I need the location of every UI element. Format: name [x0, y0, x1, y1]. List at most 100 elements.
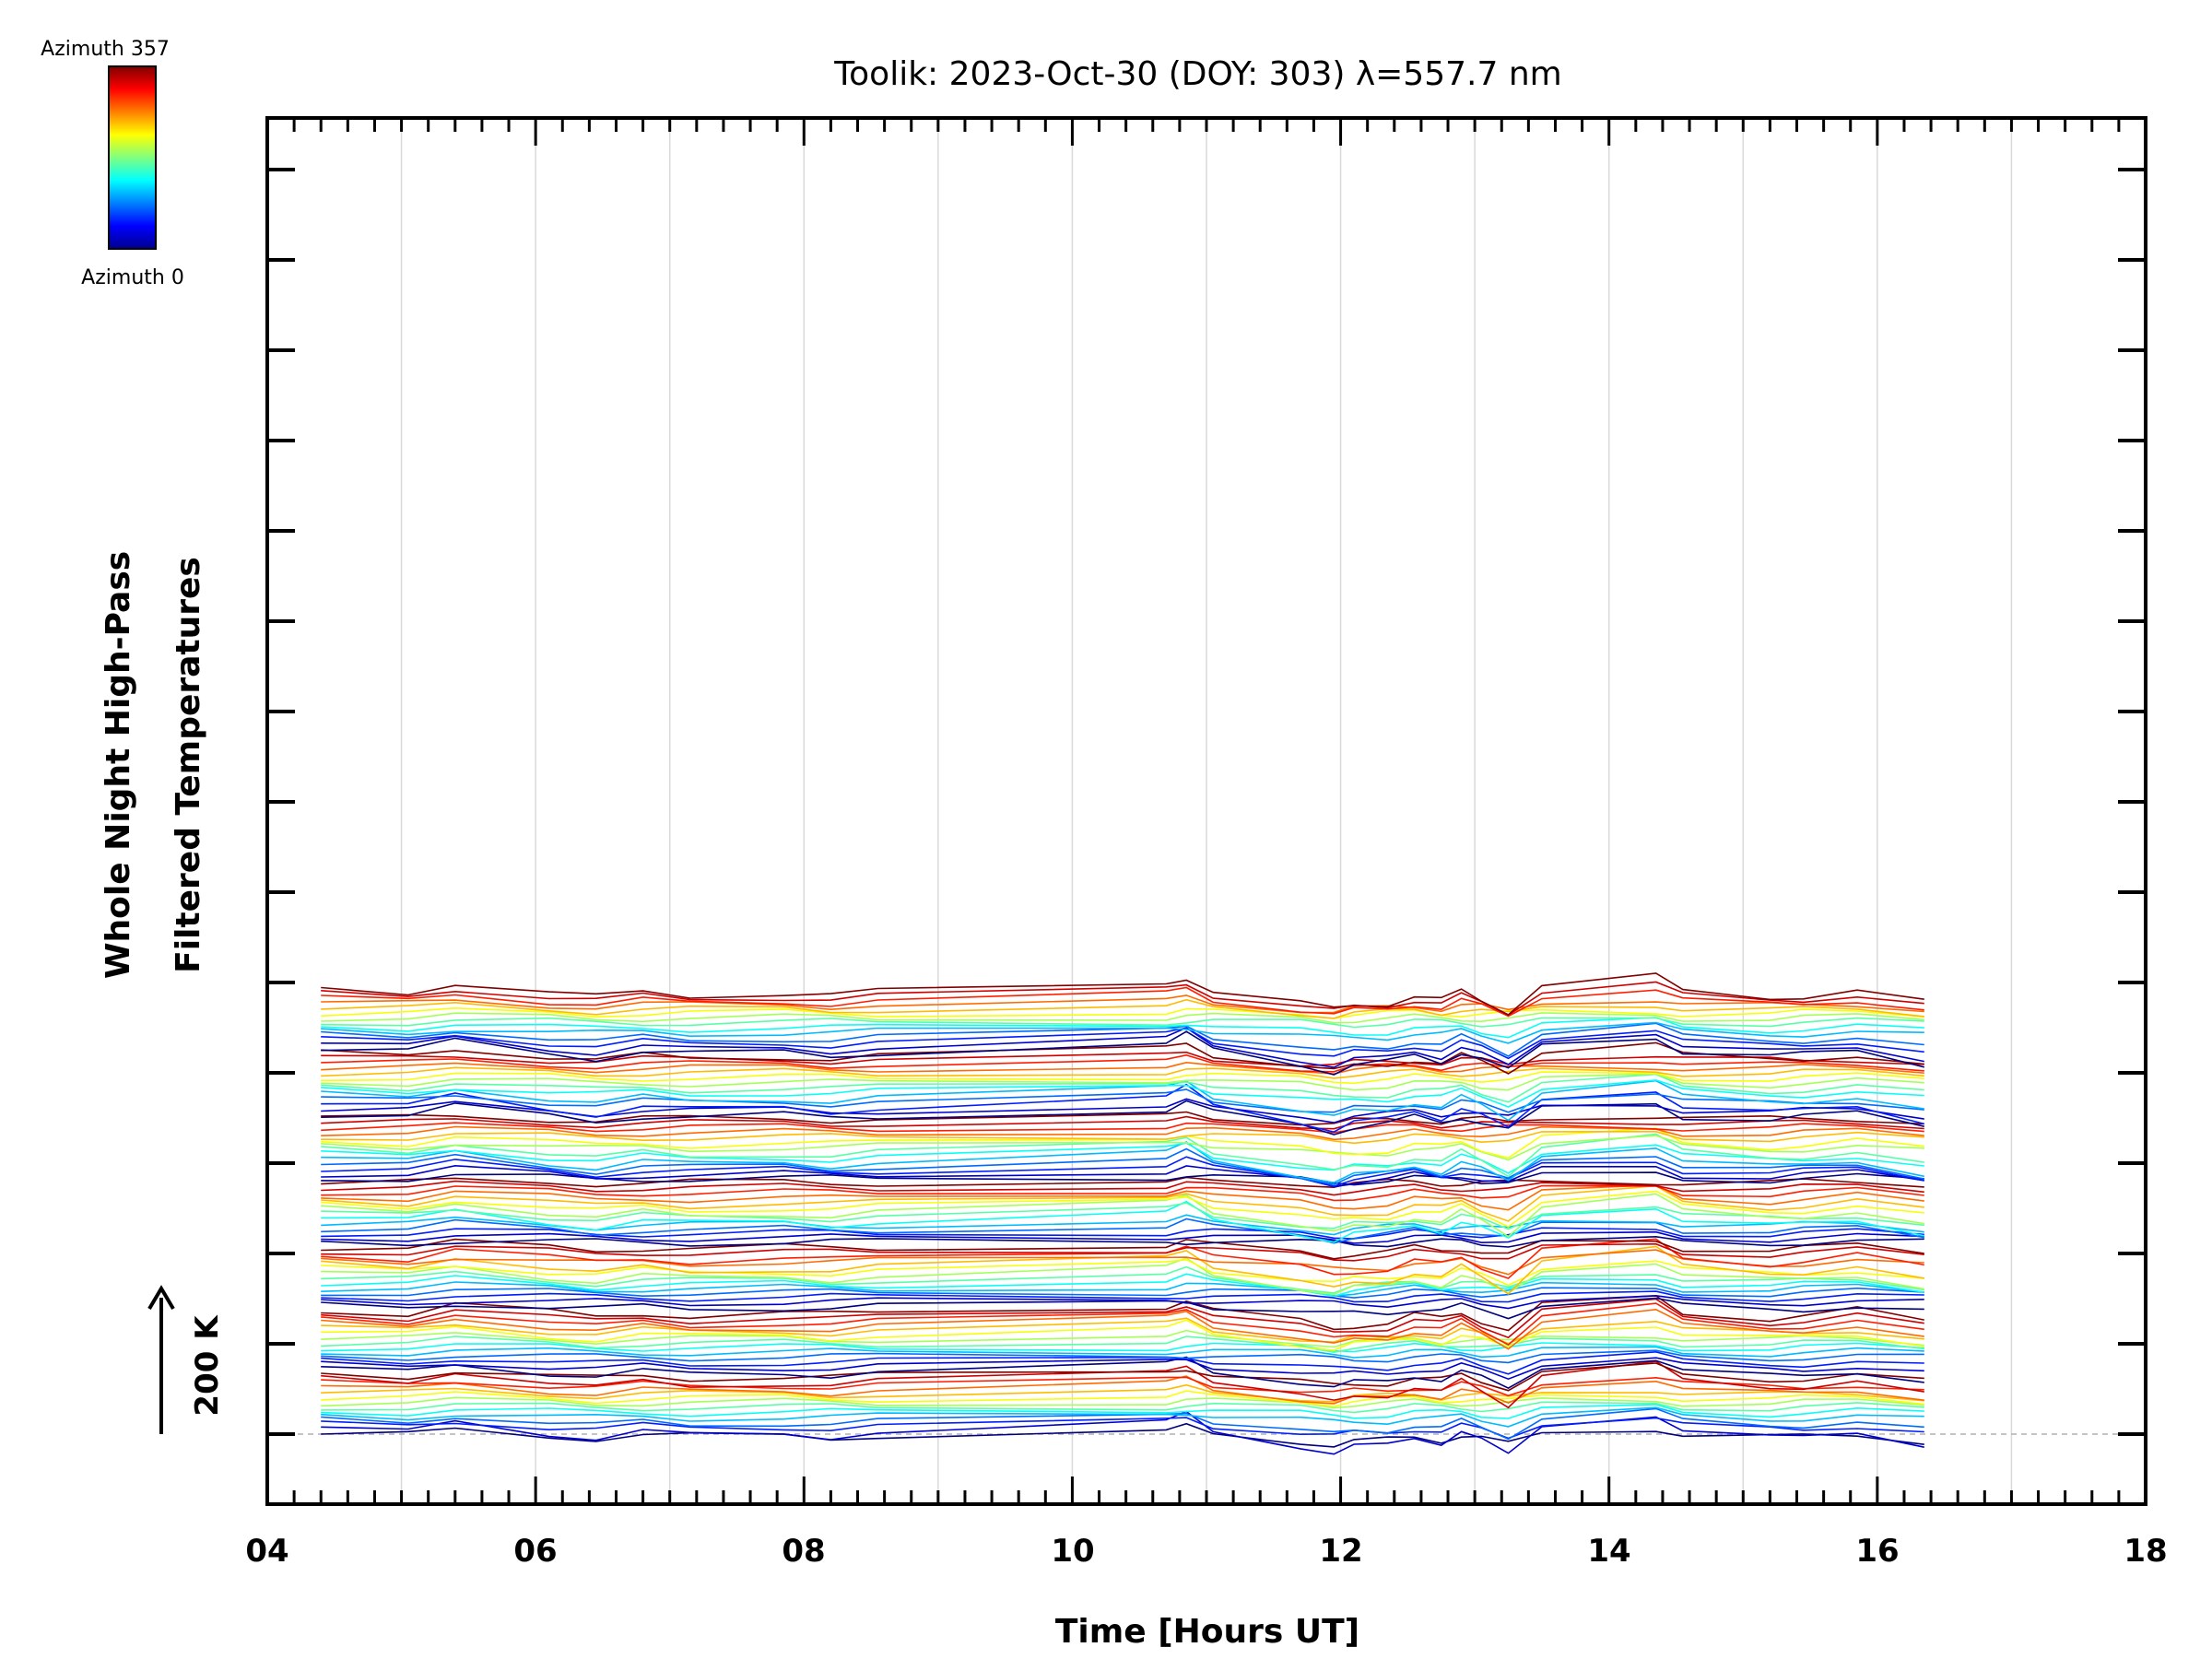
series-line: [321, 1142, 1924, 1174]
series-line: [321, 1383, 1924, 1403]
colorbar-bottom-label: Azimuth 0: [81, 266, 184, 289]
chart-title: Toolik: 2023-Oct-30 (DOY: 303) λ=557.7 n…: [833, 55, 1561, 93]
y-axis-label-line2: Filtered Temperatures: [170, 557, 207, 973]
series-line: [321, 1329, 1924, 1348]
series-line: [321, 994, 1924, 1014]
series-lines: [321, 972, 1924, 1455]
series-line: [321, 1051, 1924, 1067]
series-line: [321, 1190, 1924, 1228]
series-line: [321, 1362, 1924, 1392]
scale-label: 200 K: [189, 1314, 226, 1417]
series-line: [321, 1200, 1924, 1243]
series-line: [321, 1227, 1924, 1240]
series-line: [321, 1346, 1924, 1359]
series-line: [321, 1017, 1924, 1029]
x-tick-label: 18: [2124, 1533, 2167, 1570]
series-line: [321, 1357, 1924, 1381]
series-line: [321, 1295, 1924, 1332]
series-line: [321, 1238, 1924, 1279]
colorbar: Azimuth 357 Azimuth 0: [41, 38, 184, 289]
colorbar-top-label: Azimuth 357: [41, 38, 170, 61]
series-line: [321, 1410, 1924, 1455]
series-line: [321, 1308, 1924, 1350]
x-tick-label: 10: [1051, 1533, 1094, 1570]
series-line: [321, 1122, 1924, 1134]
series-line: [321, 1156, 1924, 1187]
series-line: [321, 1111, 1924, 1126]
series-line: [321, 1071, 1924, 1085]
series-line: [321, 1184, 1924, 1202]
x-tick-label: 04: [245, 1533, 288, 1570]
series-line: [321, 1376, 1924, 1397]
series-line: [321, 1375, 1924, 1405]
scale-arrow-head: [147, 1285, 175, 1311]
series-line: [321, 1073, 1924, 1091]
series-line: [321, 1422, 1924, 1448]
series-line: [321, 1294, 1924, 1310]
series-line: [321, 1066, 1924, 1079]
series-line: [321, 1238, 1924, 1260]
series-line: [321, 1079, 1924, 1108]
series-line: [321, 1202, 1924, 1230]
series-line: [321, 986, 1924, 1018]
series-line: [321, 1349, 1924, 1364]
x-tick-label: 06: [513, 1533, 557, 1570]
series-line: [321, 1273, 1924, 1298]
series-line: [321, 1390, 1924, 1407]
gridlines: [400, 118, 2013, 1504]
series-line: [321, 1130, 1924, 1145]
series-line: [321, 1021, 1924, 1044]
series-line: [321, 1298, 1924, 1339]
series-line: [321, 1115, 1924, 1130]
series-line: [321, 1180, 1924, 1196]
series-line: [321, 1022, 1924, 1057]
x-tick-label: 14: [1587, 1533, 1630, 1570]
series-line: [321, 1127, 1924, 1159]
series-line: [321, 1218, 1924, 1244]
x-tick-label: 12: [1319, 1533, 1362, 1570]
series-line: [321, 1079, 1924, 1122]
x-axis-label: Time [Hours UT]: [1055, 1613, 1359, 1651]
y-axis-label-line1: Whole Night High-Pass: [100, 551, 137, 979]
series-line: [321, 1061, 1924, 1075]
series-line: [321, 1350, 1924, 1375]
series-line: [321, 1027, 1924, 1068]
series-line: [321, 1317, 1924, 1345]
colorbar-gradient: [108, 65, 157, 250]
series-line: [321, 1235, 1924, 1248]
series-line: [321, 1073, 1924, 1103]
series-line: [321, 1006, 1924, 1019]
series-line: [321, 1407, 1924, 1441]
series-line: [321, 1141, 1924, 1183]
series-line: [321, 1030, 1924, 1076]
series-line: [321, 1135, 1924, 1161]
series-line: [321, 1258, 1924, 1287]
series-line: [321, 1230, 1924, 1244]
series-line: [321, 1297, 1924, 1320]
series-line: [321, 1257, 1924, 1296]
axis-ticks: [265, 118, 2147, 1504]
series-line: [321, 1083, 1924, 1133]
series-line: [321, 1302, 1924, 1346]
series-line: [321, 998, 1924, 1019]
x-tick-labels: 04 06 08 10 12 14 16 18: [245, 1533, 2167, 1570]
scale-marker: 200 K: [147, 1285, 226, 1434]
series-line: [321, 1053, 1924, 1073]
series-line: [321, 1401, 1924, 1414]
series-line: [321, 1404, 1924, 1419]
series-line: [321, 1335, 1924, 1354]
series-line: [321, 1265, 1924, 1294]
x-tick-label: 16: [1855, 1533, 1899, 1570]
series-line: [321, 1319, 1924, 1351]
series-line: [321, 1125, 1924, 1141]
series-line: [321, 1012, 1924, 1024]
series-line: [321, 1098, 1924, 1124]
series-line: [321, 1164, 1924, 1188]
series-line: [321, 1088, 1924, 1113]
x-tick-label: 08: [782, 1533, 825, 1570]
series-line: [321, 1242, 1924, 1262]
series-line: [321, 1027, 1924, 1060]
series-line: [321, 972, 1924, 1016]
series-line: [321, 1147, 1924, 1186]
series-line: [321, 1406, 1924, 1428]
